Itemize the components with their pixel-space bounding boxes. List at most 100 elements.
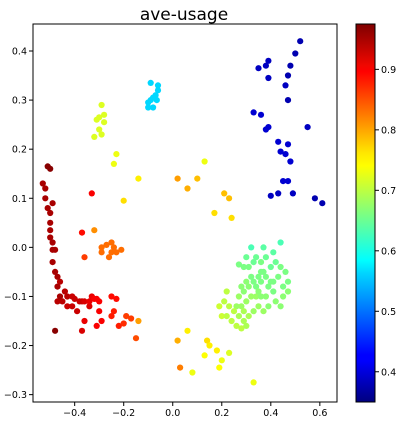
data-point bbox=[267, 263, 274, 271]
data-point bbox=[280, 178, 287, 185]
data-point bbox=[270, 249, 277, 256]
data-point bbox=[189, 369, 196, 376]
data-point bbox=[243, 278, 250, 285]
data-point bbox=[235, 261, 242, 268]
data-point bbox=[248, 273, 255, 280]
data-point bbox=[284, 288, 292, 295]
data-point bbox=[88, 190, 95, 197]
data-point bbox=[52, 327, 59, 334]
data-point bbox=[194, 175, 201, 182]
data-point bbox=[64, 303, 71, 310]
data-point bbox=[86, 298, 93, 305]
data-point bbox=[135, 175, 142, 182]
data-point bbox=[228, 317, 235, 325]
data-point bbox=[262, 273, 269, 280]
data-point bbox=[265, 57, 272, 64]
data-point bbox=[91, 133, 98, 140]
data-point bbox=[221, 298, 228, 305]
data-point bbox=[255, 65, 262, 72]
data-point bbox=[105, 254, 113, 261]
data-point bbox=[78, 327, 86, 334]
data-point bbox=[228, 214, 235, 221]
x-tick-label: 0.2 bbox=[214, 408, 229, 419]
data-point bbox=[297, 38, 304, 45]
data-point bbox=[280, 293, 287, 300]
data-point bbox=[98, 131, 105, 138]
data-point bbox=[54, 273, 61, 280]
data-point bbox=[250, 278, 257, 285]
data-point bbox=[304, 124, 311, 131]
data-point bbox=[47, 219, 54, 226]
chart-title: ave-usage bbox=[140, 5, 228, 25]
data-point bbox=[98, 101, 105, 109]
data-point bbox=[257, 268, 265, 275]
colorbar-tick-label: 0.8 bbox=[381, 125, 396, 136]
data-point bbox=[265, 74, 272, 82]
data-point bbox=[64, 293, 71, 300]
data-point bbox=[262, 62, 269, 69]
data-point bbox=[71, 295, 78, 302]
data-point bbox=[253, 283, 260, 290]
data-point bbox=[108, 249, 115, 256]
data-point bbox=[272, 259, 279, 266]
data-point bbox=[110, 308, 117, 315]
data-point bbox=[49, 200, 56, 207]
x-tick-label: 0.6 bbox=[312, 408, 327, 419]
data-point bbox=[253, 254, 260, 261]
data-point bbox=[113, 151, 120, 158]
data-point bbox=[218, 313, 225, 320]
data-point bbox=[96, 308, 103, 315]
data-point bbox=[240, 288, 247, 295]
y-tick-label: 0.2 bbox=[12, 145, 27, 156]
data-point bbox=[47, 227, 54, 234]
data-point bbox=[47, 165, 54, 172]
data-point bbox=[47, 234, 54, 241]
x-tick-label: 0.0 bbox=[165, 408, 180, 419]
data-point bbox=[78, 229, 86, 236]
data-point bbox=[240, 317, 247, 325]
data-point bbox=[245, 283, 252, 290]
data-point bbox=[147, 79, 154, 86]
data-point bbox=[243, 298, 250, 305]
data-point bbox=[42, 185, 49, 192]
x-axis: −0.4 −0.2 0.0 0.2 0.4 0.6 bbox=[63, 402, 327, 419]
data-point bbox=[257, 278, 265, 285]
y-tick-label: −0.3 bbox=[4, 390, 27, 401]
data-point bbox=[250, 308, 257, 315]
data-point bbox=[153, 97, 160, 104]
data-point bbox=[128, 315, 135, 322]
data-point bbox=[275, 273, 282, 280]
data-point bbox=[98, 317, 105, 325]
data-point bbox=[248, 244, 255, 251]
data-point bbox=[287, 158, 294, 165]
data-point bbox=[56, 278, 64, 285]
data-point bbox=[52, 268, 59, 275]
data-point bbox=[284, 141, 292, 148]
data-point bbox=[255, 273, 262, 280]
data-point bbox=[174, 175, 181, 182]
data-point bbox=[120, 320, 127, 327]
data-point bbox=[42, 195, 49, 202]
data-point bbox=[282, 82, 289, 89]
data-point bbox=[250, 259, 257, 266]
data-point bbox=[311, 195, 318, 202]
data-point bbox=[101, 119, 108, 126]
y-tick-label: 0.4 bbox=[12, 47, 27, 58]
data-point bbox=[284, 72, 292, 79]
data-point bbox=[113, 295, 120, 302]
data-point bbox=[184, 185, 191, 192]
data-point bbox=[101, 111, 108, 118]
data-point bbox=[91, 227, 98, 234]
data-point bbox=[260, 244, 267, 251]
colorbar-axis: 0.4 0.5 0.6 0.7 0.8 0.9 bbox=[375, 65, 396, 378]
data-point bbox=[253, 293, 260, 300]
data-point bbox=[250, 379, 257, 386]
data-point bbox=[277, 303, 284, 310]
colorbar-tick-label: 0.6 bbox=[381, 246, 396, 257]
data-point bbox=[115, 322, 122, 329]
data-point bbox=[270, 288, 277, 295]
data-point bbox=[81, 298, 88, 305]
colorbar-tick-label: 0.5 bbox=[381, 307, 396, 318]
x-tick-label: 0.4 bbox=[263, 408, 278, 419]
